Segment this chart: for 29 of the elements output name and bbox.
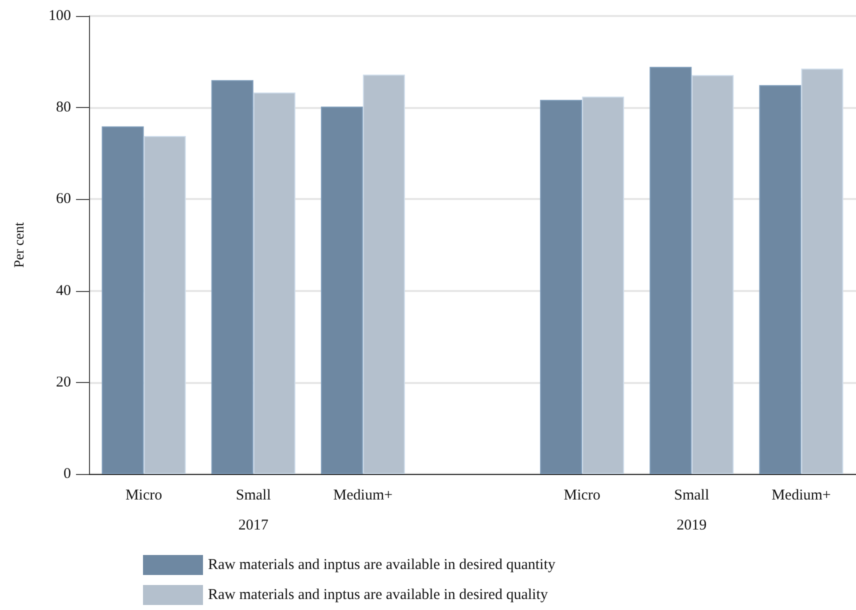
text: 2019 xyxy=(676,518,707,534)
x-tick-label: Small xyxy=(236,488,271,504)
y-tick-label: 100 xyxy=(48,8,71,24)
bar xyxy=(362,74,405,474)
bar xyxy=(540,100,582,474)
y-tick-label: 20 xyxy=(56,374,71,390)
y-tick-label: 40 xyxy=(56,282,71,299)
text: 2017 xyxy=(238,518,269,534)
legend-label: Raw materials and inptus are available in desired quantity xyxy=(208,557,556,573)
bar xyxy=(801,68,844,474)
bar xyxy=(102,126,144,474)
bar xyxy=(759,85,802,474)
y-axis-title: Per cent xyxy=(12,222,28,268)
x-tick-label: Micro xyxy=(564,488,600,504)
bar xyxy=(253,92,296,474)
bar xyxy=(650,66,692,474)
x-tick-label: Micro xyxy=(125,488,162,504)
x-tick-label: Medium+ xyxy=(333,488,393,504)
bar xyxy=(692,75,734,474)
x-tick-label: Medium+ xyxy=(772,488,831,504)
y-tick-label: 60 xyxy=(56,191,71,208)
bar xyxy=(211,80,254,474)
x-tick-label: Small xyxy=(674,488,710,504)
y-tick-label: 0 xyxy=(64,466,71,482)
bar xyxy=(320,106,363,474)
bar xyxy=(144,136,186,474)
bar xyxy=(582,96,624,474)
y-tick-label: 80 xyxy=(56,100,71,116)
legend-label: Raw materials and inptus are available in desired quality xyxy=(208,587,548,603)
